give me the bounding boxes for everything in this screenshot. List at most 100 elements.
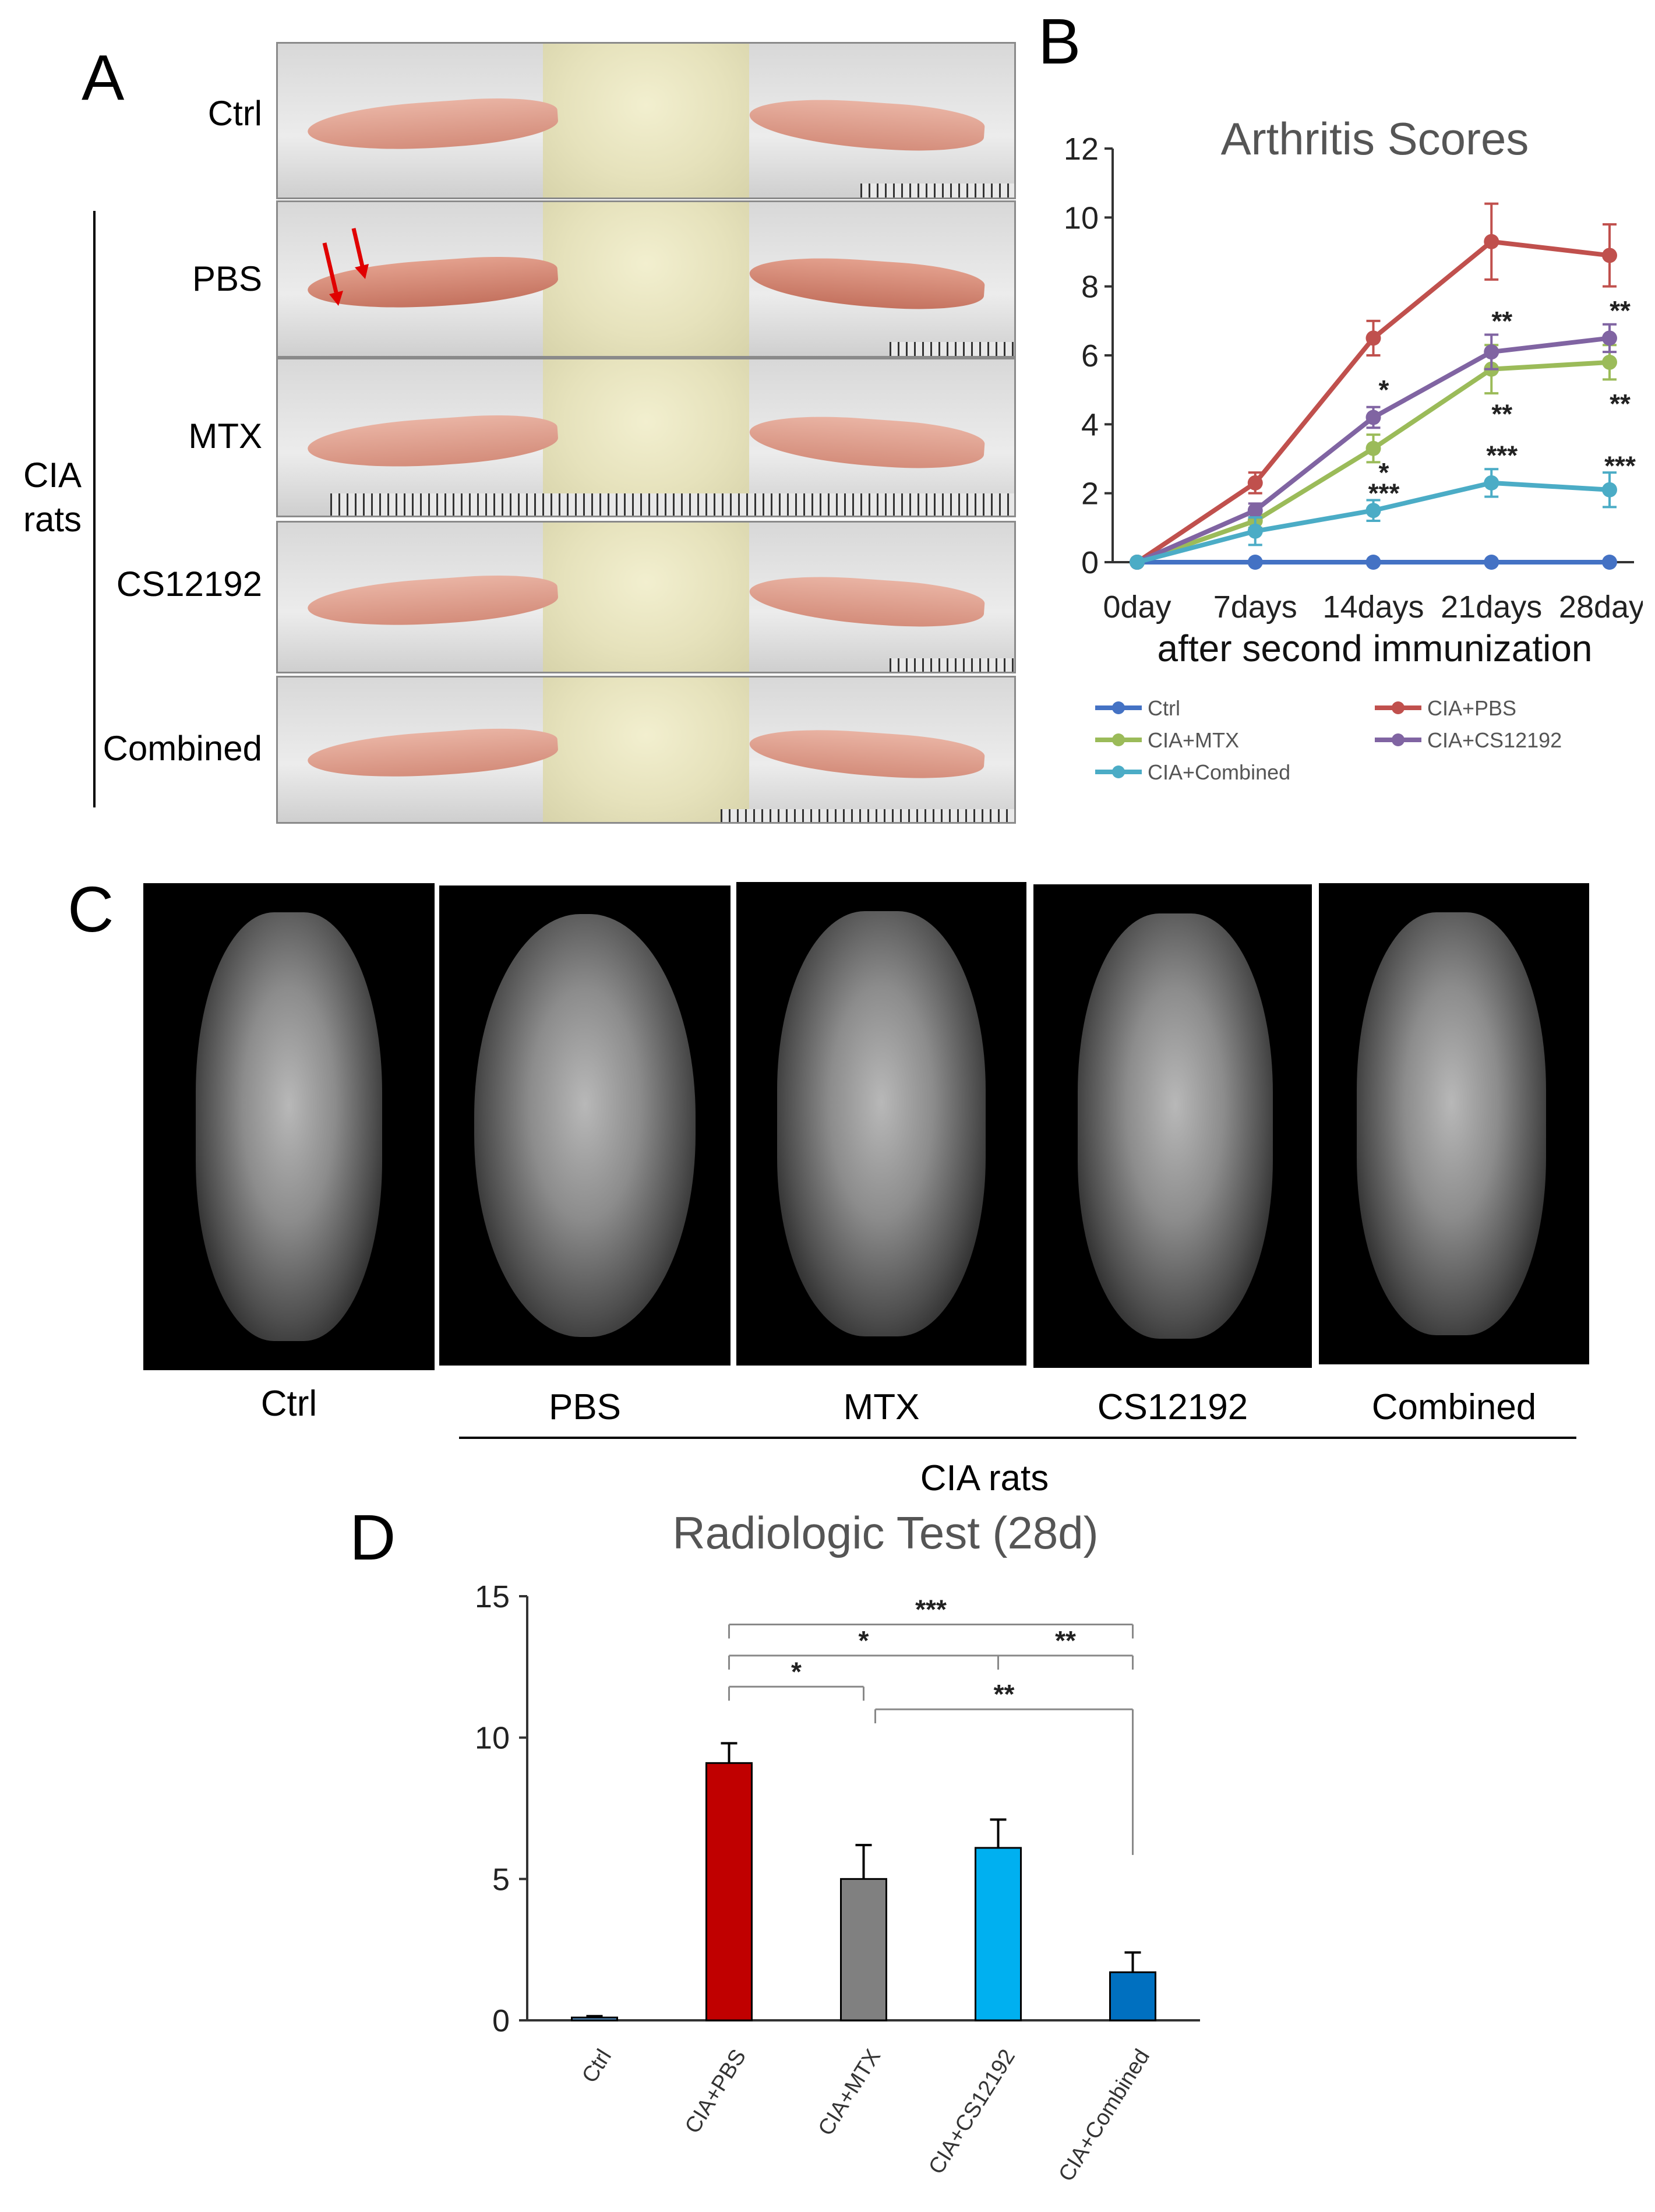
panel-d-letter: D [350, 1502, 396, 1574]
y-tick-label: 6 [1081, 338, 1099, 373]
arthritis-scores-chart: Arthritis Scores 0 2 4 6 8 10 12 0day 7days 14days… [1064, 113, 1643, 784]
photo-pbs [276, 200, 1016, 358]
y-tick-label: 2 [1081, 477, 1099, 511]
right-paw [747, 724, 986, 784]
xray-ctrl [143, 883, 435, 1370]
legend-marker [1112, 733, 1125, 746]
ruler [890, 342, 1014, 356]
row-label-pbs: PBS [192, 259, 262, 298]
row-label-combined: Combined [103, 729, 263, 768]
data-point [1484, 344, 1499, 360]
x-axis-title: after second immunization [1157, 627, 1592, 669]
ruler [860, 184, 1014, 197]
significance-marker: ** [1055, 1625, 1076, 1656]
significance-marker: *** [915, 1594, 947, 1625]
xray-mtx [736, 882, 1026, 1366]
y-tick-label: 8 [1081, 270, 1099, 305]
xray-label-pbs: PBS [548, 1387, 622, 1427]
significance-marker: * [1379, 457, 1389, 488]
bar [705, 1762, 753, 2022]
left-paw [306, 570, 559, 633]
xray-pbs [439, 885, 731, 1366]
x-tick-label: 0day [1103, 590, 1171, 625]
x-tick-label: 28days [1559, 590, 1643, 625]
significance-marker: * [859, 1625, 869, 1656]
data-point [1247, 523, 1263, 539]
fur [543, 678, 749, 822]
fur [543, 202, 749, 356]
significance-marker: ** [1610, 389, 1631, 419]
radiologic-test-chart: Radiologic Test (28d) 0 5 10 15 Ctrl CIA+PBS CI… [475, 1507, 1200, 2186]
right-paw [747, 571, 986, 633]
y-tick-label: 12 [1064, 132, 1099, 167]
panel-b-letter: B [1038, 6, 1081, 77]
data-point [1602, 354, 1617, 370]
cia-group-line [93, 211, 96, 807]
data-point [1247, 503, 1263, 518]
cia-group-label-2: rats [23, 500, 82, 539]
data-point [1602, 555, 1617, 570]
significance-marker: ** [994, 1679, 1015, 1709]
bone [1356, 912, 1546, 1336]
right-paw [747, 252, 986, 315]
chart-title: Arthritis Scores [1221, 113, 1529, 164]
panel-a-letter: A [82, 42, 125, 114]
photo-combined [276, 676, 1016, 824]
y-tick-label: 0 [492, 2003, 510, 2038]
left-paw [306, 724, 559, 785]
data-point [1247, 475, 1263, 491]
bone [474, 914, 696, 1337]
x-tick-label: CIA+MTX [814, 2045, 885, 2140]
fur [543, 44, 749, 197]
right-paw [747, 410, 986, 474]
data-point [1484, 555, 1499, 570]
x-tick-label: 14days [1322, 590, 1424, 625]
xray-label-cs12192: CS12192 [1097, 1387, 1248, 1427]
data-point [1484, 234, 1499, 249]
legend-label: CIA+PBS [1427, 696, 1516, 720]
y-tick-label: 10 [1064, 200, 1099, 235]
significance-marker: *** [1486, 440, 1518, 471]
significance-marker: * [791, 1656, 802, 1687]
ruler [721, 809, 1014, 822]
fur [543, 523, 749, 672]
significance-marker: *** [1604, 450, 1636, 481]
left-paw [306, 410, 559, 475]
fur [543, 359, 749, 516]
x-tick-label: CIA+Combined [1054, 2045, 1155, 2186]
data-point [1365, 330, 1381, 346]
red-arrows-icon [322, 228, 369, 306]
data-point [1484, 475, 1499, 491]
y-tick-label: 0 [1081, 545, 1099, 580]
y-tick-label: 4 [1081, 407, 1099, 442]
xray-label-ctrl: Ctrl [260, 1384, 317, 1424]
xray-label-combined: Combined [1371, 1387, 1537, 1427]
data-point [1365, 440, 1381, 456]
x-tick-label: CIA+CS12192 [924, 2045, 1020, 2179]
photo-mtx [276, 358, 1016, 517]
y-tick-label: 5 [492, 1862, 510, 1897]
cia-group-label: CIA rats [17, 453, 87, 542]
cia-group-label-1: CIA [23, 456, 82, 495]
photo-cs12192 [276, 521, 1016, 673]
significance-marker: ** [1491, 399, 1512, 429]
bar [975, 1847, 1022, 2022]
y-tick-label: 10 [475, 1721, 510, 1756]
row-label-cs12192: CS12192 [116, 565, 262, 604]
bone [1078, 913, 1273, 1339]
data-point [1365, 503, 1381, 518]
legend-label: CIA+CS12192 [1427, 728, 1562, 752]
photo-ctrl [276, 42, 1016, 199]
cia-rats-label: CIA rats [920, 1458, 1049, 1498]
significance-marker: * [1379, 375, 1389, 405]
legend-label: CIA+MTX [1148, 728, 1239, 752]
row-label-ctrl: Ctrl [207, 94, 262, 133]
bar [840, 1878, 887, 2022]
data-point [1130, 555, 1145, 570]
significance-marker: ** [1491, 306, 1512, 336]
cia-rats-line [459, 1437, 1576, 1439]
data-point [1365, 410, 1381, 425]
ruler [330, 493, 1014, 516]
data-point [1602, 248, 1617, 263]
right-paw [747, 94, 986, 157]
